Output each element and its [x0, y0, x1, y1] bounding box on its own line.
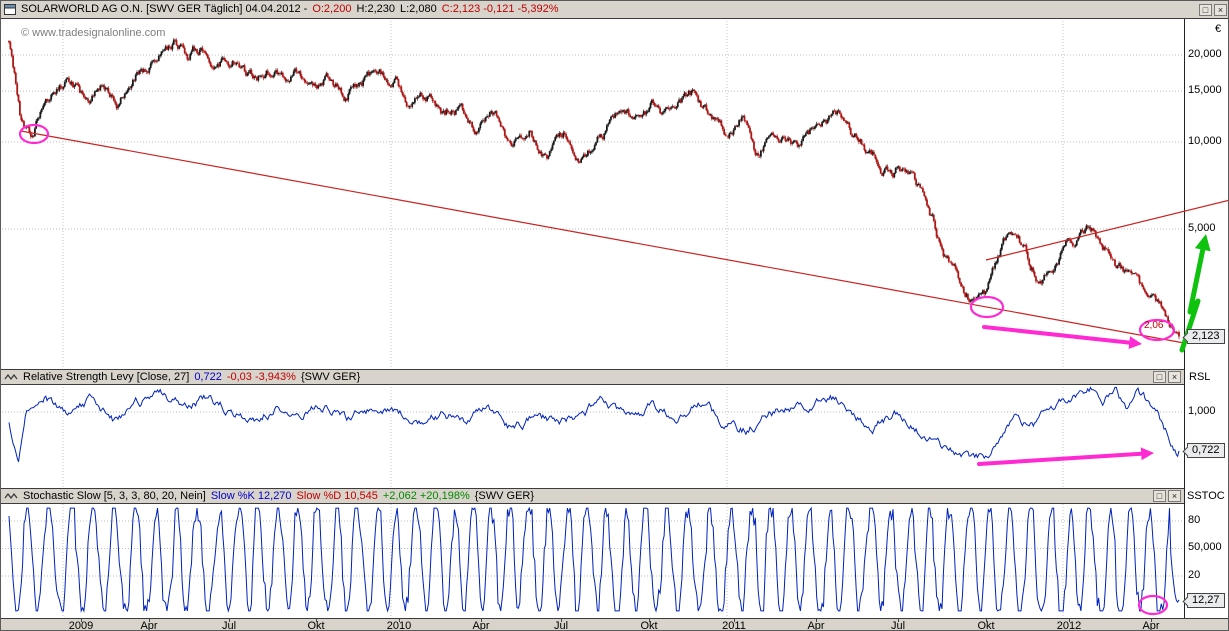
rsl-value: 0,722 — [194, 370, 222, 383]
time-axis-tick — [816, 619, 817, 622]
time-axis-label: Apr — [472, 620, 490, 631]
time-axis-label: 2011 — [722, 620, 746, 631]
stoch-axis-name: SSTOC — [1187, 490, 1225, 502]
time-axis-tick — [898, 619, 899, 622]
time-axis-tick — [316, 619, 317, 622]
indicator-wave-icon — [4, 372, 18, 382]
time-axis-tick — [481, 619, 482, 622]
stoch-k-value: Slow %K 12,270 — [210, 489, 292, 502]
indicator-wave-icon — [4, 491, 18, 501]
title-close-value: C:2,123 -0,121 -5,392% — [441, 3, 559, 15]
title-low-value: L:2,080 — [399, 3, 437, 15]
time-axis-tick — [649, 619, 650, 622]
price-axis-tick: 15,000 — [1188, 84, 1222, 96]
time-axis-tick — [1151, 619, 1152, 622]
window-title: SOLARWORLD AG O.N. [SWV GER Täglich] 04.… — [21, 3, 308, 15]
stoch-title: Stochastic Slow [5, 3, 3, 80, 20, Nein] — [23, 489, 206, 502]
time-axis-label: 2012 — [1056, 620, 1082, 631]
time-axis-tick — [986, 619, 987, 622]
stoch-tag: 12,27 — [1187, 593, 1225, 608]
time-axis-label: Apr — [807, 620, 825, 631]
rsl-maximize-button[interactable]: □ — [1153, 371, 1166, 383]
rsl-alias: {SWV GER} — [300, 370, 361, 383]
rsl-title: Relative Strength Levy [Close, 27] — [23, 370, 190, 383]
time-axis-tick — [149, 619, 150, 622]
price-axis-tick: 10,000 — [1188, 135, 1222, 147]
time-axis-label: Okt — [640, 620, 658, 631]
stoch-alias: {SWV GER} — [474, 489, 535, 502]
title-high-value: H:2,230 — [356, 3, 395, 15]
time-axis-tick — [399, 619, 400, 622]
price-tag: 2,123 — [1187, 329, 1225, 344]
rsl-axis-name: RSL — [1189, 371, 1211, 383]
time-axis-label: Jul — [890, 620, 906, 631]
time-axis-tick — [1069, 619, 1070, 622]
currency-label: € — [1215, 23, 1222, 35]
time-axis-label: Jul — [553, 620, 569, 631]
maximize-button[interactable]: □ — [1199, 3, 1212, 16]
time-axis-label: Okt — [307, 620, 325, 631]
stoch-change: +2,062 +20,198% — [382, 489, 470, 502]
time-axis-label: Apr — [1142, 620, 1160, 631]
time-axis-label: Okt — [977, 620, 995, 631]
close-button[interactable]: × — [1214, 3, 1227, 16]
time-axis-tick — [734, 619, 735, 622]
time-axis-tick — [229, 619, 230, 622]
window-titlebar[interactable]: SOLARWORLD AG O.N. [SWV GER Täglich] 04.… — [1, 1, 1228, 19]
price-axis-tick: 5,000 — [1188, 222, 1216, 234]
rsl-close-button[interactable]: × — [1168, 371, 1181, 383]
chart-window-icon — [4, 4, 16, 15]
stoch-panel-titlebar[interactable]: Stochastic Slow [5, 3, 3, 80, 20, Nein] … — [1, 488, 1184, 504]
stoch-close-button[interactable]: × — [1168, 490, 1181, 502]
stoch-axis-tick: 80 — [1188, 514, 1201, 526]
stoch-axis-tick: 20 — [1188, 569, 1201, 581]
price-axis-tick: 20,000 — [1188, 48, 1222, 60]
time-axis: 2009 Apr Jul Okt 2010 Apr Jul Okt 2011 A… — [1, 618, 1228, 631]
rsl-tag: 0,722 — [1187, 443, 1225, 458]
watermark: © www.tradesignalonline.com — [21, 27, 166, 39]
time-axis-tick — [81, 619, 82, 622]
time-axis-label: 2009 — [68, 620, 94, 631]
time-axis-label: 2010 — [386, 620, 412, 631]
stoch-maximize-button[interactable]: □ — [1153, 490, 1166, 502]
time-axis-label: Apr — [140, 620, 158, 631]
title-open-value: O:2,200 — [312, 3, 352, 15]
low-price-annotation: 2,06 — [1144, 320, 1164, 331]
rsl-change: -0,03 -3,943% — [226, 370, 296, 383]
rsl-panel-titlebar[interactable]: Relative Strength Levy [Close, 27] 0,722… — [1, 369, 1184, 385]
time-axis-label: Jul — [221, 620, 237, 631]
stoch-d-value: Slow %D 10,545 — [296, 489, 378, 502]
rsl-axis-tick: 1,000 — [1188, 405, 1216, 417]
time-axis-tick — [561, 619, 562, 622]
stoch-axis-tick: 50,000 — [1188, 541, 1222, 553]
